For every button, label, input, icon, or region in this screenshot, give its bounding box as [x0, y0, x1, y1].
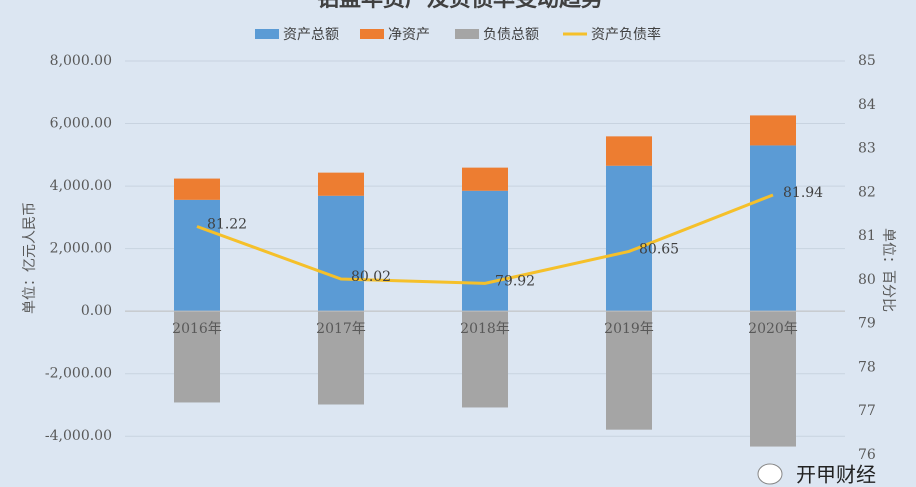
y2-tick-label: 81 [858, 228, 876, 244]
legend-label: 净资产 [388, 27, 430, 43]
x-tick-label: 2020年 [748, 321, 798, 337]
bar [174, 199, 220, 312]
watermark-icon [757, 463, 783, 485]
x-tick-label: 2019年 [604, 321, 654, 337]
y2-tick-label: 79 [858, 316, 876, 332]
legend-swatch [455, 29, 479, 39]
bar [174, 311, 220, 403]
y-tick-label: 8,000.00 [50, 53, 112, 69]
y2-tick-label: 76 [858, 447, 876, 463]
bar [750, 311, 796, 447]
bar [750, 115, 796, 146]
legend-swatch [360, 29, 384, 39]
y2-tick-label: 83 [858, 141, 876, 157]
y2-tick-label: 77 [858, 403, 876, 419]
legend-label: 资产总额 [283, 27, 339, 43]
y2-tick-label: 82 [858, 184, 876, 200]
watermark: 开甲财经 [757, 463, 876, 487]
data-label: 81.22 [207, 216, 247, 232]
y2-tick-label: 78 [858, 359, 876, 375]
bar [462, 167, 508, 191]
y-tick-label: 4,000.00 [50, 178, 112, 194]
bar [606, 136, 652, 166]
legend-label: 负债总额 [483, 27, 539, 43]
y-tick-label: 0.00 [81, 303, 112, 319]
legend-swatch [255, 29, 279, 39]
data-label: 80.65 [639, 241, 679, 257]
x-tick-label: 2017年 [316, 321, 366, 337]
x-tick-label: 2018年 [460, 321, 510, 337]
y2-tick-label: 80 [858, 272, 876, 288]
data-label: 81.94 [783, 185, 823, 201]
bar [606, 311, 652, 430]
y-tick-label: -2,000.00 [45, 366, 112, 382]
y2-tick-label: 84 [858, 97, 876, 113]
bar [750, 145, 796, 312]
bar [606, 165, 652, 312]
y2-axis-label: 单位：百分比 [880, 228, 896, 312]
legend-label: 资产负债率 [591, 26, 661, 43]
bar [462, 190, 508, 312]
chart-title: 铝盘年资产及负债率变动趋势 [317, 0, 603, 12]
line [196, 193, 774, 285]
y-tick-label: 6,000.00 [50, 116, 112, 132]
bar [318, 172, 364, 196]
y-tick-label: 2,000.00 [50, 241, 112, 257]
bar [318, 311, 364, 405]
data-label: 80.02 [351, 269, 391, 285]
bar [462, 311, 508, 408]
y-axis-label: 单位：亿元人民币 [22, 202, 38, 314]
bar [174, 178, 220, 200]
bar [318, 195, 364, 312]
data-label: 79.92 [495, 273, 535, 289]
watermark-text: 开甲财经 [796, 463, 876, 487]
y-tick-label: -4,000.00 [45, 428, 112, 444]
y2-tick-label: 85 [858, 53, 876, 69]
x-tick-label: 2016年 [172, 321, 222, 337]
